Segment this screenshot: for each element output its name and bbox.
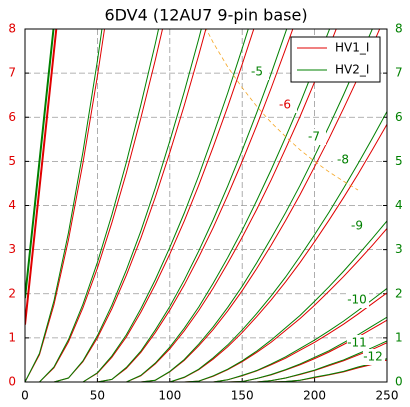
y2-tick-label: 6 — [395, 110, 403, 124]
curve — [25, 111, 387, 382]
annotation-bg — [347, 218, 369, 234]
curve — [25, 342, 387, 382]
curve — [25, 29, 58, 325]
curve — [25, 29, 337, 382]
annotation: -6 — [279, 98, 291, 112]
curve — [25, 29, 255, 382]
legend-box — [290, 36, 381, 83]
x-tick-label: 150 — [231, 389, 254, 403]
annotation-bg — [347, 292, 369, 308]
y2-tick-label: 4 — [395, 198, 403, 212]
annotation-bg — [247, 64, 269, 80]
x-tick-label: 0 — [21, 389, 29, 403]
y-tick-label: 8 — [8, 22, 16, 36]
curve — [25, 358, 387, 382]
annotation-bg — [347, 335, 369, 351]
curve — [25, 29, 202, 382]
annotation: -7 — [308, 130, 320, 144]
curve — [25, 29, 381, 382]
y2-tick-label: 0 — [395, 375, 403, 389]
annotation: -12 — [363, 350, 383, 364]
y-tick-label: 0 — [8, 375, 16, 389]
annotation-bg — [363, 349, 385, 365]
legend-label: HV1_I — [335, 41, 369, 55]
y-tick-label: 5 — [8, 154, 16, 168]
y-tick-label: 4 — [8, 198, 16, 212]
y-tick-label: 6 — [8, 110, 16, 124]
curve — [25, 316, 387, 382]
curve — [25, 220, 387, 382]
curve — [25, 29, 103, 382]
legend-label: HV2_I — [335, 63, 369, 77]
frame — [24, 28, 388, 383]
curve — [25, 340, 387, 382]
x-tick-label: 250 — [376, 389, 399, 403]
curve — [25, 29, 55, 299]
curve — [25, 124, 387, 382]
curve — [25, 29, 331, 382]
plot-lines — [25, 29, 387, 382]
curve — [25, 319, 387, 382]
annotation-bg — [333, 152, 355, 168]
y2-tick-label: 8 — [395, 22, 403, 36]
y2-tick-label: 2 — [395, 286, 403, 300]
y2-tick-label: 3 — [395, 242, 403, 256]
annotation: -9 — [351, 219, 363, 233]
curve — [25, 29, 373, 382]
x-tick-label: 200 — [303, 389, 326, 403]
y-tick-label: 7 — [8, 66, 16, 80]
annotation: -11 — [347, 336, 367, 350]
annotation-bg — [304, 129, 326, 145]
x-tick-label: 50 — [90, 389, 105, 403]
y-tick-label: 1 — [8, 330, 16, 344]
x-tick-label: 100 — [158, 389, 181, 403]
annotation-bg — [275, 97, 297, 113]
annotation: -10 — [347, 293, 367, 307]
y2-tick-label: 1 — [395, 330, 403, 344]
chart-title: 6DV4 (12AU7 9-pin base) — [104, 6, 307, 25]
curve — [25, 292, 387, 382]
annotation: -5 — [251, 65, 263, 79]
curve — [25, 29, 294, 382]
curve — [25, 29, 288, 382]
curve — [25, 29, 249, 382]
y-tick-label: 2 — [8, 286, 16, 300]
y-tick-label: 3 — [8, 242, 16, 256]
y2-tick-label: 7 — [395, 66, 403, 80]
annotation: -8 — [337, 153, 349, 167]
curve — [25, 288, 387, 382]
curve — [25, 29, 106, 382]
curve — [205, 29, 359, 191]
curve — [25, 29, 160, 382]
y2-tick-label: 5 — [395, 154, 403, 168]
